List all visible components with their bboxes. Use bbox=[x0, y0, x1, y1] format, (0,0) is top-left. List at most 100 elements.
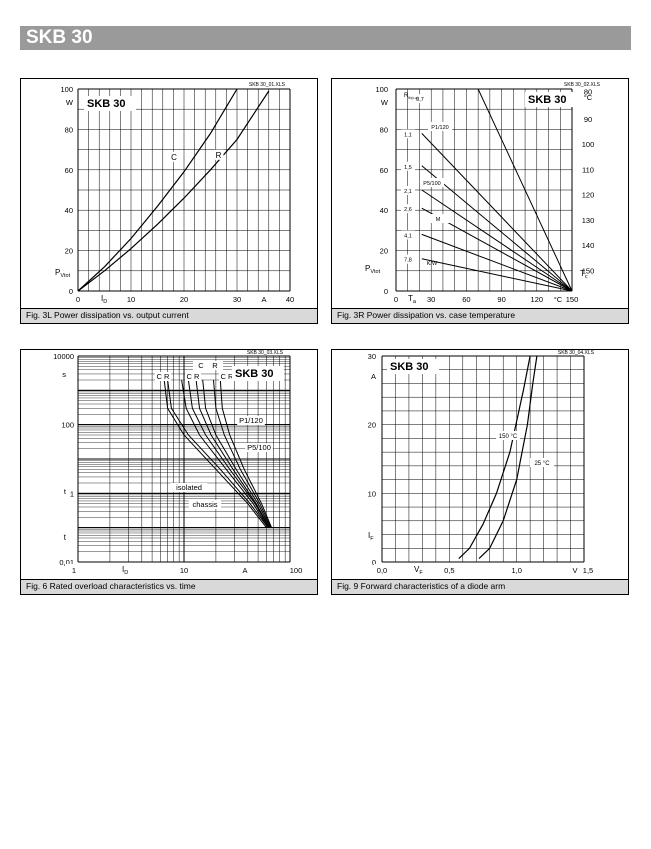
y-tick-label: 10000 bbox=[53, 352, 74, 361]
page-title: SKB 30 bbox=[26, 27, 93, 48]
x-unit-label: A bbox=[242, 566, 247, 575]
chart-panel-fig3r: SKB 30_02.XLS 0,7 1,1 1,5 2,1 2,6 4,1 7,8 Rth(c-… bbox=[331, 78, 629, 324]
series-line-C-4 bbox=[195, 379, 270, 528]
label-background bbox=[496, 431, 520, 440]
label-background bbox=[494, 293, 509, 304]
y-unit-label: A bbox=[371, 372, 376, 381]
label-background bbox=[401, 204, 415, 214]
file-tag: SKB 30_01.XLS bbox=[249, 82, 286, 88]
y-unit-label: W bbox=[66, 98, 74, 107]
x-tick-label: 90 bbox=[497, 295, 505, 304]
label-background bbox=[374, 564, 390, 575]
label-background bbox=[424, 293, 439, 304]
chart-caption: Fig. 3L Power dissipation vs. output cur… bbox=[26, 310, 189, 320]
y-axis-symbol: IF bbox=[368, 531, 374, 542]
y-tick-label: 60 bbox=[65, 166, 73, 175]
series-line-R-7 bbox=[219, 379, 273, 528]
rth-value-label: 2,1 bbox=[404, 189, 412, 195]
y-tick-label: 80 bbox=[65, 125, 73, 134]
x-tick-label: 0 bbox=[394, 295, 398, 304]
right-tick-label: 80 bbox=[584, 88, 592, 97]
y-axis-symbol: PVtot bbox=[365, 264, 381, 275]
label-background bbox=[219, 372, 235, 381]
cr-label: C bbox=[198, 361, 204, 370]
x-tick-label: 1,0 bbox=[511, 566, 521, 575]
label-background bbox=[413, 94, 427, 104]
chart-box-label: SKB 30 bbox=[87, 98, 126, 110]
x-unit-label: A bbox=[261, 295, 266, 304]
series-label: C bbox=[171, 153, 177, 162]
right-tick-label: 120 bbox=[582, 191, 595, 200]
label-background bbox=[530, 458, 554, 467]
line-label: isolated bbox=[176, 483, 202, 492]
line-label: 150 °C bbox=[499, 434, 518, 440]
label-background bbox=[258, 293, 268, 304]
chart-panel-fig3l: SKB 30_01.XLS C R SKB 30 0 20 40 60 80 100 W PVtot 0… bbox=[20, 78, 318, 324]
file-tag: SKB 30_03.XLS bbox=[247, 350, 284, 356]
line-label: chassis bbox=[192, 500, 217, 509]
series-line-rth-7,8 bbox=[421, 258, 573, 292]
y-tick-label: 40 bbox=[65, 206, 73, 215]
x-unit-label: °C bbox=[554, 295, 563, 304]
series-line bbox=[478, 355, 538, 560]
rth-unit-label: K/W bbox=[427, 261, 438, 267]
label-background bbox=[232, 366, 284, 381]
rth-value-label: 1,1 bbox=[404, 132, 412, 138]
series-line-C-0 bbox=[163, 379, 267, 529]
x-tick-label: 40 bbox=[286, 295, 294, 304]
series-line-rth-1,5 bbox=[421, 165, 573, 292]
label-background bbox=[387, 359, 439, 374]
label-background bbox=[525, 92, 577, 107]
label-background bbox=[426, 214, 450, 223]
line-label: P1/120 bbox=[431, 125, 448, 131]
x-tick-label: 1,5 bbox=[583, 566, 593, 575]
right-tick-label: 110 bbox=[582, 165, 594, 174]
y-tick-label: 100 bbox=[60, 85, 73, 94]
x-axis-symbol: VF bbox=[414, 565, 423, 576]
cr-label: C R bbox=[157, 372, 171, 381]
y-unit-label: s bbox=[62, 370, 66, 379]
chart-panel-fig9: SKB 30_04.XLS 150 °C 25 °C SKB 30 0 10 20 30 A IF… bbox=[331, 349, 629, 595]
label-background bbox=[193, 361, 209, 370]
x-tick-label: 1 bbox=[72, 566, 76, 575]
y-axis-symbol: PVtot bbox=[55, 268, 71, 279]
label-background bbox=[214, 149, 224, 160]
right-unit-label: °C bbox=[584, 93, 593, 102]
cr-label: R bbox=[212, 361, 218, 370]
rth-value-label: 1,5 bbox=[404, 165, 412, 171]
series-line-rth-0,7 bbox=[477, 88, 573, 292]
x-tick-label: 0,0 bbox=[377, 566, 387, 575]
series-line bbox=[458, 355, 531, 560]
x-tick-label: 10 bbox=[127, 295, 135, 304]
chart-caption: Fig. 9 Forward characteristics of a diod… bbox=[337, 581, 506, 591]
label-background bbox=[176, 564, 192, 575]
label-background bbox=[155, 372, 171, 381]
right-tick-label: 140 bbox=[582, 241, 595, 250]
chart-panel-fig6: SKB 30_03.XLS C R C R C R C R P1/120 P5/100 isol… bbox=[20, 349, 318, 595]
file-tag: SKB 30_04.XLS bbox=[558, 350, 595, 356]
x-tick-label: 60 bbox=[462, 295, 470, 304]
rth-value-label: 7,8 bbox=[404, 258, 412, 264]
y-tick-label: 60 bbox=[380, 166, 388, 175]
y-tick-label: 0 bbox=[372, 558, 376, 567]
chart-fig3l: SKB 30_01.XLS C R SKB 30 0 20 40 60 80 100 W PVtot 0… bbox=[55, 82, 296, 305]
chart-caption: Fig. 3R Power dissipation vs. case tempe… bbox=[337, 310, 516, 320]
y-tick-label: 30 bbox=[368, 352, 376, 361]
right-tick-label: 130 bbox=[582, 216, 595, 225]
label-background bbox=[72, 293, 84, 304]
label-background bbox=[420, 178, 444, 187]
series-line-rth-1,1 bbox=[421, 133, 573, 292]
label-background bbox=[459, 293, 474, 304]
chart-fig9: SKB 30_04.XLS 150 °C 25 °C SKB 30 0 10 20 30 A IF… bbox=[368, 350, 596, 576]
x-tick-label: 150 bbox=[566, 295, 579, 304]
y-tick-label: 20 bbox=[65, 247, 73, 256]
caption-bar: Fig. 3L Power dissipation vs. output cur… bbox=[21, 308, 317, 323]
right-tick-label: 150 bbox=[582, 266, 595, 275]
series-line-R-1 bbox=[167, 379, 269, 528]
chart-fig3r: SKB 30_02.XLS 0,7 1,1 1,5 2,1 2,6 4,1 7,8 Rth(c-… bbox=[365, 82, 601, 305]
series-label: R bbox=[216, 151, 222, 160]
y-tick-label: 80 bbox=[380, 125, 388, 134]
label-background bbox=[401, 129, 415, 139]
y-tick-label: 0 bbox=[384, 287, 388, 296]
label-background bbox=[508, 564, 525, 575]
